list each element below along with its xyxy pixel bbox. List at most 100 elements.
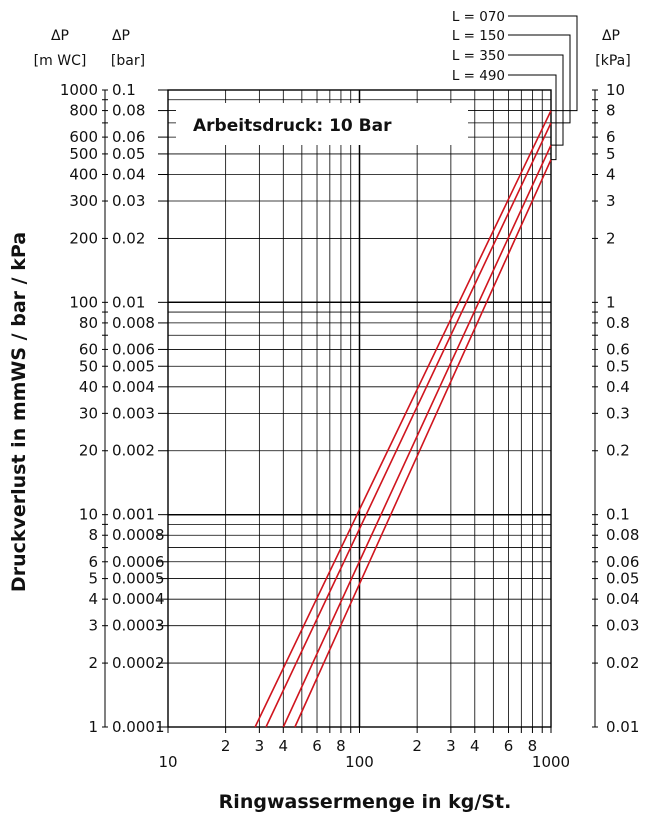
kpa-tick-label: 6 <box>606 128 616 146</box>
kpa-tick-label: 8 <box>606 102 616 120</box>
legend-leader-4 <box>508 74 557 161</box>
bar-tick-label: 0.008 <box>112 314 155 332</box>
series-line-3 <box>282 144 552 728</box>
annotation-text: Arbeitsdruck: 10 Bar <box>193 116 392 136</box>
kpa-tick-label: 0.8 <box>606 314 630 332</box>
right-axis-kpa-labels: 1086543210.80.60.50.40.30.20.10.080.060.… <box>606 81 639 736</box>
series-lines <box>254 110 552 728</box>
mwc-unit: [m WC] <box>34 53 87 69</box>
mwc-tick-label: 1 <box>88 718 98 736</box>
kpa-tick-label: 0.3 <box>606 404 630 422</box>
mwc-tick-label: 1000 <box>60 81 98 99</box>
mwc-tick-label: 40 <box>79 378 98 396</box>
x-major-tick-label: 10 <box>158 753 177 771</box>
bar-tick-label: 0.1 <box>112 81 136 99</box>
y-axis-title: Druckverlust in mmWS / bar / kPa <box>8 232 30 592</box>
bar-tick-label: 0.05 <box>112 145 145 163</box>
x-minor-tick-label: 8 <box>528 737 538 755</box>
mwc-header: ΔP <box>51 28 69 44</box>
kpa-tick-label: 0.1 <box>606 506 630 524</box>
kpa-tick-label: 0.04 <box>606 590 639 608</box>
kpa-tick-label: 0.2 <box>606 442 630 460</box>
left-axis-ticks <box>102 89 168 728</box>
bar-tick-label: 0.08 <box>112 102 145 120</box>
x-major-tick-label: 100 <box>345 753 374 771</box>
x-minor-tick-label: 3 <box>446 737 456 755</box>
bar-tick-label: 0.02 <box>112 229 145 247</box>
x-minor-tick-label: 4 <box>470 737 480 755</box>
legend-label-4: L = 490 <box>452 68 505 84</box>
mwc-tick-label: 20 <box>79 442 98 460</box>
kpa-tick-label: 0.06 <box>606 553 639 571</box>
bar-unit: [bar] <box>111 53 145 69</box>
series-line-2 <box>265 122 552 728</box>
kpa-header: ΔP <box>602 28 620 44</box>
kpa-tick-label: 0.08 <box>606 526 639 544</box>
x-major-tick-label: 1000 <box>532 753 570 771</box>
mwc-tick-label: 100 <box>69 293 98 311</box>
mwc-tick-label: 10 <box>79 506 98 524</box>
legend-leader-1 <box>508 15 578 112</box>
x-minor-tick-label: 3 <box>255 737 265 755</box>
kpa-tick-label: 0.4 <box>606 378 630 396</box>
mwc-tick-label: 4 <box>88 590 98 608</box>
legend-label-1: L = 070 <box>452 9 505 25</box>
kpa-tick-label: 2 <box>606 229 616 247</box>
x-minor-tick-label: 2 <box>412 737 422 755</box>
legend-leader-3 <box>508 54 564 146</box>
mwc-tick-label: 400 <box>69 165 98 183</box>
x-axis-title: Ringwassermenge in kg/St. <box>219 791 512 813</box>
x-minor-tick-label: 4 <box>279 737 289 755</box>
x-minor-tick-label: 6 <box>504 737 514 755</box>
left-axis-bar-labels: 0.1 0.08 0.060.05 0.04 0.03 0.02 0.01 0.008 0.00… <box>112 81 165 736</box>
mwc-tick-label: 5 <box>88 570 98 588</box>
bar-tick-label: 0.002 <box>112 442 155 460</box>
bar-tick-label: 0.0005 <box>112 570 165 588</box>
kpa-tick-label: 10 <box>606 81 625 99</box>
x-minor-tick-label: 2 <box>221 737 231 755</box>
legend-label-3: L = 350 <box>452 48 505 64</box>
series-line-4 <box>294 159 552 728</box>
legend-labels: L = 070 L = 150 L = 350 L = 490 <box>452 9 505 84</box>
mwc-tick-label: 50 <box>79 357 98 375</box>
kpa-tick-label: 0.02 <box>606 654 639 672</box>
bar-tick-label: 0.006 <box>112 340 155 358</box>
bar-tick-label: 0.04 <box>112 165 145 183</box>
bar-tick-label: 0.004 <box>112 378 155 396</box>
mwc-tick-label: 600 <box>69 128 98 146</box>
legend-leader-2 <box>508 34 571 124</box>
kpa-tick-label: 1 <box>606 293 616 311</box>
mwc-tick-label: 6 <box>88 553 98 571</box>
mwc-tick-label: 800 <box>69 102 98 120</box>
mwc-tick-label: 500 <box>69 145 98 163</box>
kpa-tick-label: 0.5 <box>606 357 630 375</box>
bar-tick-label: 0.005 <box>112 357 155 375</box>
mwc-tick-label: 30 <box>79 404 98 422</box>
kpa-unit: [kPa] <box>595 53 630 69</box>
bar-tick-label: 0.0006 <box>112 553 165 571</box>
bar-tick-label: 0.0002 <box>112 654 165 672</box>
bar-tick-label: 0.03 <box>112 192 145 210</box>
mwc-tick-label: 60 <box>79 340 98 358</box>
mwc-tick-label: 80 <box>79 314 98 332</box>
kpa-tick-label: 0.6 <box>606 340 630 358</box>
bar-tick-label: 0.003 <box>112 404 155 422</box>
bar-tick-label: 0.0008 <box>112 526 165 544</box>
legend-leaders <box>508 15 578 161</box>
mwc-tick-label: 8 <box>88 526 98 544</box>
kpa-tick-label: 3 <box>606 192 616 210</box>
bar-tick-label: 0.001 <box>112 506 155 524</box>
legend-label-2: L = 150 <box>452 28 505 44</box>
bar-tick-label: 0.0001 <box>112 718 165 736</box>
kpa-tick-label: 4 <box>606 165 616 183</box>
x-axis-ticks <box>167 727 552 733</box>
right-axis-ticks <box>592 89 598 728</box>
x-minor-tick-label: 6 <box>312 737 322 755</box>
bar-tick-label: 0.01 <box>112 293 145 311</box>
annotation-box: Arbeitsdruck: 10 Bar <box>176 103 468 145</box>
x-minor-tick-label: 8 <box>336 737 346 755</box>
mwc-tick-label: 3 <box>88 617 98 635</box>
mwc-tick-label: 200 <box>69 229 98 247</box>
